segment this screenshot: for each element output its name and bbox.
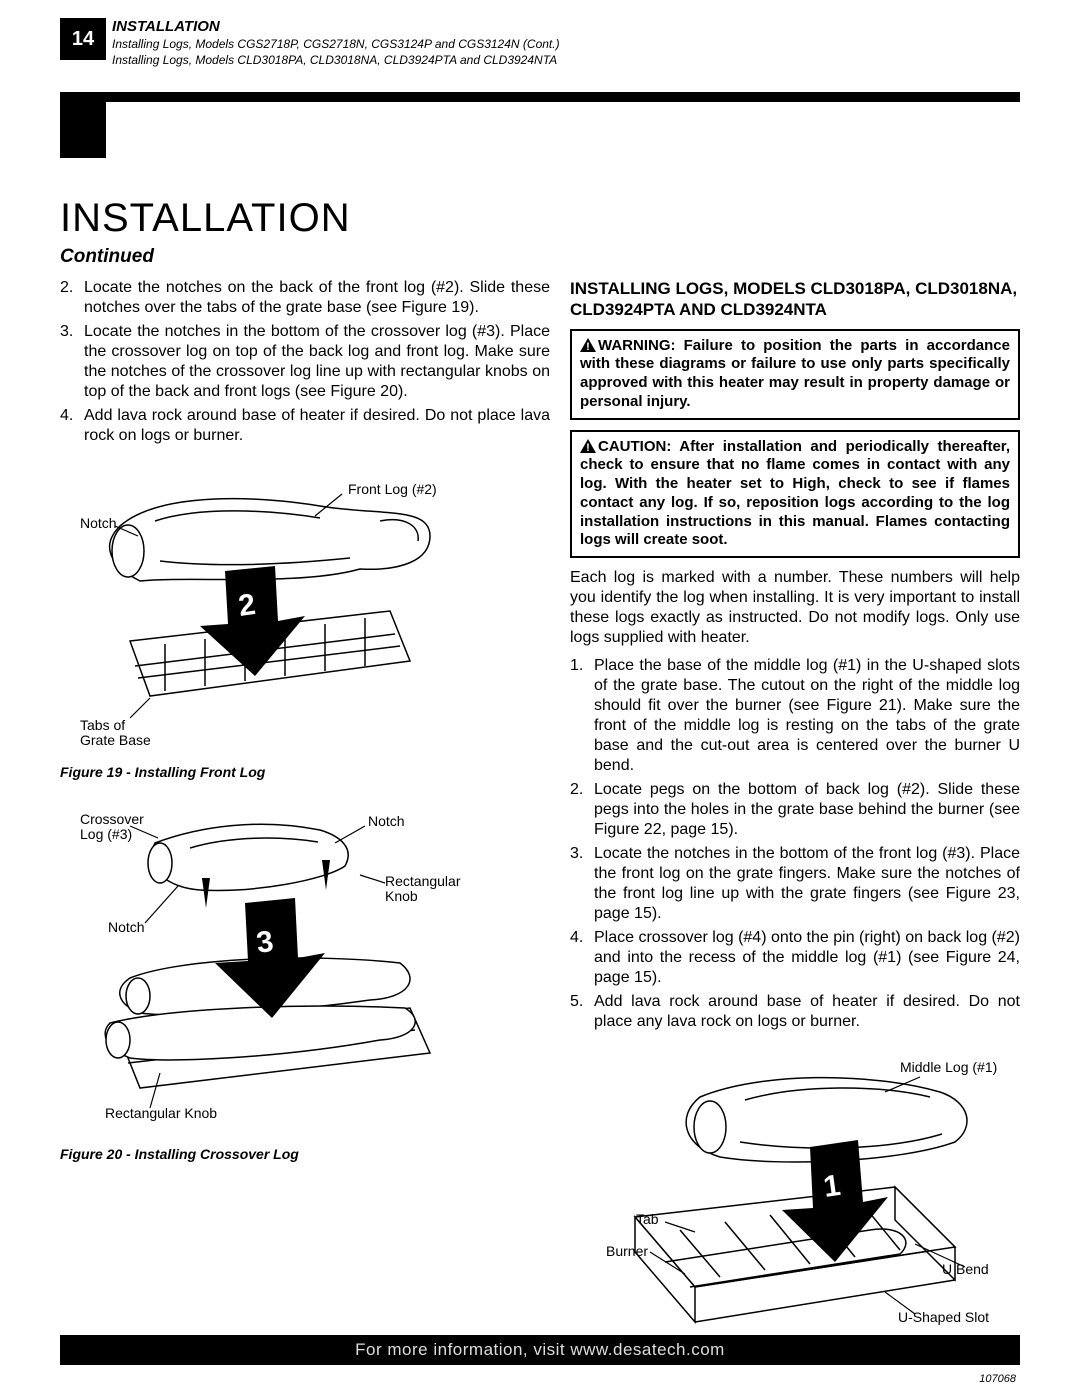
left-column: 2.Locate the notches on the back of the … [60, 278, 550, 1168]
header-sub2: Installing Logs, Models CLD3018PA, CLD30… [112, 53, 1020, 67]
fig20-label-notch2: Notch [108, 920, 145, 935]
left-step-3: 3.Locate the notches in the bottom of th… [84, 322, 550, 402]
svg-text:!: ! [586, 442, 590, 453]
footer-bar: For more information, visit www.desatech… [60, 1335, 1020, 1365]
page-title: INSTALLATION [60, 196, 351, 241]
right-step-1: 1.Place the base of the middle log (#1) … [594, 656, 1020, 776]
fig19-label-notch: Notch [80, 516, 117, 531]
figure-20-caption: Figure 20 - Installing Crossover Log [60, 1146, 299, 1164]
figure-20: 3 Crossover Log (#3) Notch Rectangular K… [60, 808, 550, 1168]
right-section-heading: INSTALLING LOGS, MODELS CLD3018PA, CLD30… [570, 278, 1020, 321]
fig19-label-frontlog: Front Log (#2) [348, 482, 437, 497]
header-sub1: Installing Logs, Models CGS2718P, CGS271… [112, 37, 1020, 51]
header-vertical-bar [60, 92, 106, 158]
right-step-4: 4.Place crossover log (#4) onto the pin … [594, 928, 1020, 988]
right-step-5: 5.Add lava rock around base of heater if… [594, 992, 1020, 1032]
header-section: INSTALLATION [112, 18, 1020, 35]
right-step-2: 2.Locate pegs on the bottom of back log … [594, 780, 1020, 840]
warning-box: ! WARNING: Failure to position the parts… [570, 329, 1020, 420]
fig21-label-middle: Middle Log (#1) [900, 1060, 997, 1075]
fig19-label-tabs: Tabs of Grate Base [80, 718, 151, 749]
page-number: 14 [72, 28, 94, 51]
document-number: 107068 [979, 1373, 1016, 1385]
footer-text: For more information, visit www.desatech… [355, 1340, 725, 1360]
right-step-3: 3.Locate the notches in the bottom of th… [594, 844, 1020, 924]
figure-21: 1 Middle Log (#1) Tab Burner U Bend U-Sh… [570, 1052, 1020, 1372]
figure-19-svg: 2 [60, 466, 460, 756]
fig20-label-rectknob2: Rectangular Knob [105, 1106, 217, 1121]
right-column: INSTALLING LOGS, MODELS CLD3018PA, CLD30… [570, 278, 1020, 1372]
warning-text: WARNING: Failure to position the parts i… [580, 337, 1010, 410]
fig21-label-burner: Burner [606, 1244, 648, 1259]
figure-19: 2 Front Log (#2) Notch Tabs of Grate Bas… [60, 466, 550, 776]
fig20-label-notch1: Notch [368, 814, 405, 829]
fig20-label-crossover: Crossover Log (#3) [80, 812, 144, 843]
right-intro: Each log is marked with a number. These … [570, 568, 1020, 648]
header-rule [60, 92, 1020, 102]
warning-icon: ! [580, 338, 596, 352]
page-number-box: 14 [60, 18, 106, 60]
figure-21-svg: 1 [570, 1052, 1000, 1352]
caution-box: ! CAUTION: After installation and period… [570, 430, 1020, 559]
left-step-2: 2.Locate the notches on the back of the … [84, 278, 550, 318]
fig20-label-rectknob: Rectangular Knob [385, 874, 461, 905]
caution-text: CAUTION: After installation and periodic… [580, 438, 1010, 549]
header-block: INSTALLATION Installing Logs, Models CGS… [112, 18, 1020, 67]
figure-20-svg: 3 [60, 808, 480, 1138]
left-step-4: 4.Add lava rock around base of heater if… [84, 406, 550, 446]
fig21-label-ubend: U Bend [942, 1262, 989, 1277]
caution-icon: ! [580, 439, 596, 453]
svg-text:!: ! [586, 341, 590, 352]
figure-19-caption: Figure 19 - Installing Front Log [60, 764, 265, 782]
fig21-label-tab: Tab [636, 1212, 659, 1227]
continued-label: Continued [60, 246, 154, 268]
fig21-label-uslot: U-Shaped Slot [898, 1310, 989, 1325]
